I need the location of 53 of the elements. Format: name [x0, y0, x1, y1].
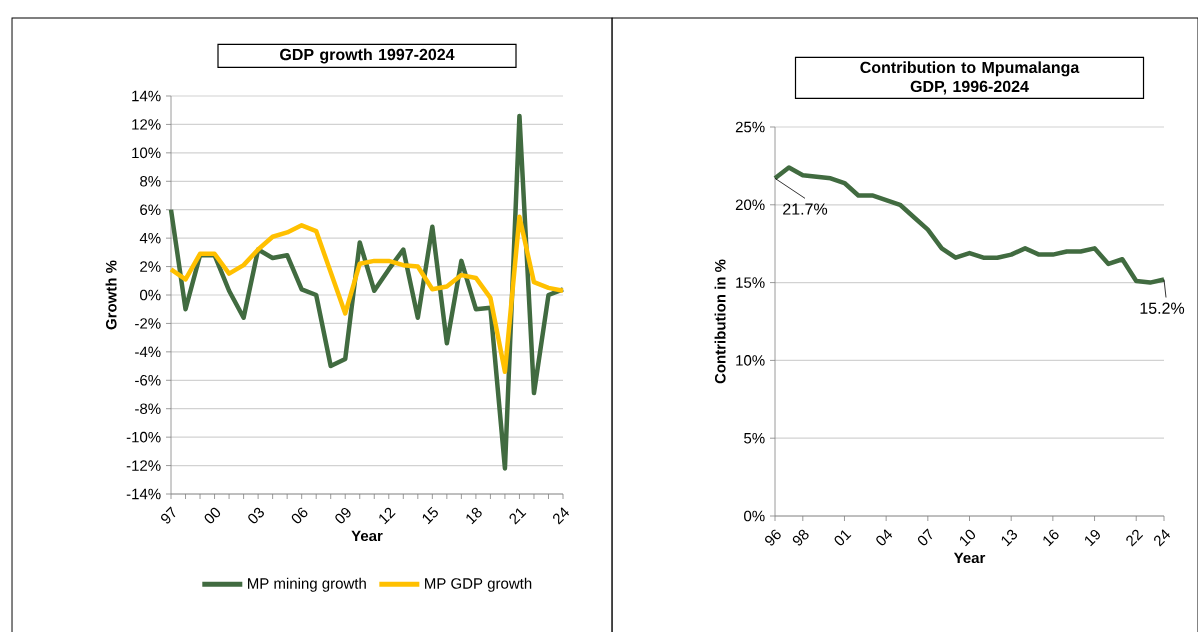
chart-title: GDP growth 1997-2024 — [280, 48, 455, 64]
y-tick-label: 0% — [140, 289, 161, 301]
y-tick-label: 10% — [736, 355, 765, 366]
legend-label: MP GDP growth — [425, 577, 532, 592]
x-tick-label: 09 — [335, 507, 351, 524]
x-tick-label: 97 — [161, 506, 176, 524]
x-tick-label: 16 — [1043, 529, 1059, 547]
x-tick-label: 10 — [960, 529, 976, 547]
x-tick-label: 13 — [1001, 529, 1018, 547]
x-axis-title: Year — [953, 552, 986, 564]
x-tick-label: 06 — [291, 507, 308, 524]
x-tick-label: 24 — [1154, 529, 1171, 547]
y-tick-label: -10% — [126, 431, 161, 443]
y-tick-label: -12% — [126, 460, 161, 471]
x-tick-label: 24 — [553, 507, 570, 525]
y-tick-label: -2% — [135, 318, 161, 329]
y-tick-label: 25% — [735, 121, 765, 133]
y-tick-label: 8% — [140, 175, 161, 187]
x-tick-label: 12 — [379, 507, 396, 525]
y-tick-label: 20% — [735, 199, 765, 211]
y-tick-label: 4% — [139, 232, 161, 244]
y-tick-label: 15% — [736, 277, 765, 288]
line-series — [168, 214, 566, 375]
x-tick-label: 04 — [876, 529, 893, 546]
x-tick-label: 07 — [917, 528, 933, 546]
x-tick-label: 18 — [466, 507, 482, 525]
x-tick-label: 03 — [248, 507, 264, 524]
x-tick-label: 00 — [204, 507, 221, 524]
chart-title: Contribution to Mpumalanga GDP, 1996-2024 — [860, 61, 1080, 95]
y-tick-label: 6% — [140, 204, 161, 216]
annotation: 21.7% — [783, 203, 828, 215]
x-axis-title: Year — [351, 530, 383, 542]
y-tick-label: 0% — [744, 510, 765, 522]
y-tick-label: 10% — [132, 147, 161, 159]
x-tick-label: 01 — [834, 530, 852, 546]
y-tick-label: -14% — [126, 488, 161, 500]
y-tick-label: -4% — [135, 346, 161, 358]
legend-label: MP mining growth — [248, 577, 366, 592]
y-axis-title: Growth % — [105, 260, 117, 330]
y-tick-label: 12% — [132, 119, 161, 130]
x-tick-label: 98 — [792, 529, 809, 546]
y-tick-label: 2% — [140, 261, 161, 272]
x-tick-label: 19 — [1085, 529, 1100, 547]
y-tick-label: 5% — [744, 432, 765, 444]
x-tick-label: 96 — [765, 529, 781, 546]
x-tick-label: 21 — [509, 508, 527, 525]
x-tick-label: 22 — [1126, 529, 1144, 547]
y-tick-label: 14% — [132, 90, 161, 102]
y-tick-label: -6% — [135, 374, 161, 386]
x-tick-label: 15 — [422, 506, 438, 525]
y-tick-label: -8% — [135, 403, 161, 415]
y-axis-title: Contribution in % — [714, 259, 726, 384]
annotation: 15.2% — [1140, 302, 1185, 314]
